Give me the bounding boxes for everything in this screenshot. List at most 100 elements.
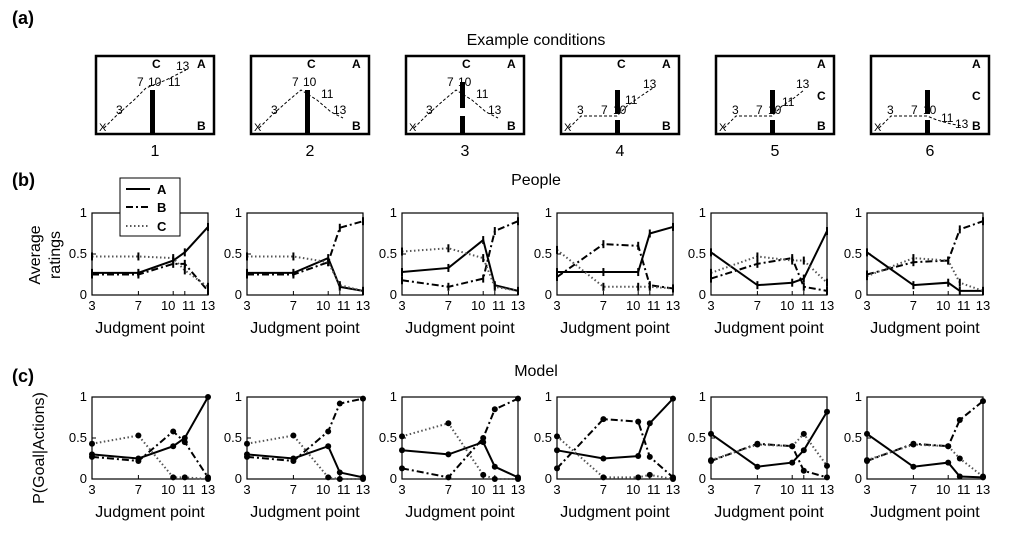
start-mark: X <box>409 122 417 134</box>
wall-segment <box>460 116 465 134</box>
agent-path <box>878 115 964 129</box>
wall-segment <box>305 90 310 134</box>
plot-frame <box>710 212 828 296</box>
x-tick-label: 7 <box>754 298 761 313</box>
goal-a-mark: A <box>817 57 826 71</box>
data-point-b <box>491 406 498 413</box>
plot-frame <box>866 396 984 480</box>
judgment-mark: 7 <box>601 103 608 117</box>
x-tick-label: 7 <box>910 482 917 497</box>
y-tick-label: 0.5 <box>69 246 87 261</box>
x-tick-label: 11 <box>801 482 815 497</box>
agent-path <box>258 89 344 129</box>
series-line-b <box>866 220 984 276</box>
x-tick-label: 13 <box>666 298 680 313</box>
judgment-mark: 10 <box>458 75 472 89</box>
data-point-b <box>515 395 521 402</box>
data-point-c <box>135 432 142 439</box>
judgment-mark: 3 <box>116 103 123 117</box>
chart-people-3: 3 7 10 11 13 0 0.5 1 Judgment point <box>379 205 525 337</box>
data-point-c <box>789 443 796 450</box>
x-tick-label: 10 <box>471 298 485 313</box>
judgment-mark: 11 <box>782 95 795 109</box>
y-tick-label: 0.5 <box>688 430 706 445</box>
x-tick-label: 13 <box>820 482 834 497</box>
y-tick-label: 0.5 <box>534 246 552 261</box>
section-title-conditions: Example conditions <box>467 32 606 49</box>
x-tick-label: 13 <box>820 298 834 313</box>
legend-label-b: B <box>157 200 166 215</box>
data-point-a <box>945 459 952 466</box>
y-tick-label: 1 <box>545 389 552 404</box>
x-axis-label: Judgment point <box>560 504 670 521</box>
goal-a-mark: A <box>197 57 206 71</box>
data-point-c <box>910 441 917 448</box>
chart-people-4: 3 7 10 11 13 0 0.5 1 Judgment point <box>534 205 680 337</box>
chart-people-1: 3 7 10 11 13 0 0.5 1 Judgment point <box>69 205 215 337</box>
series-line-b <box>247 220 364 276</box>
y-tick-label: 1 <box>699 389 706 404</box>
data-point-b <box>646 453 653 460</box>
chart-model-3: 3 7 10 11 13 0 0.5 1 Judgment point <box>379 389 525 521</box>
y-tick-label: 1 <box>235 205 242 220</box>
series-line-b <box>710 256 828 292</box>
series-line-c <box>91 434 209 480</box>
series-line-c <box>866 443 984 478</box>
x-tick-label: 10 <box>161 482 175 497</box>
series-line-b <box>401 220 519 288</box>
series-line-a <box>710 411 828 468</box>
y-tick-label: 1 <box>855 389 862 404</box>
x-tick-label: 13 <box>356 298 370 313</box>
judgment-mark: 11 <box>476 87 489 101</box>
data-point-c <box>170 474 177 481</box>
data-point-b <box>290 457 297 464</box>
wall-segment <box>150 90 155 134</box>
data-point-c <box>290 432 297 439</box>
condition-1: 37 10 11 13 X A B C 1 <box>94 54 216 160</box>
y-tick-label: 1 <box>235 389 242 404</box>
judgment-mark: 11 <box>941 111 954 125</box>
agent-path <box>568 87 654 129</box>
y-tick-label: 0 <box>235 287 242 302</box>
chart-model-6: 3 7 10 11 13 0 0.5 1 Judgment point <box>844 389 990 521</box>
data-point-c <box>205 476 211 482</box>
data-point-b <box>181 439 188 446</box>
goal-b-mark: B <box>352 119 361 133</box>
judgment-mark: 7 <box>911 103 918 117</box>
y-tick-label: 1 <box>699 205 706 220</box>
series-line-c <box>710 432 828 467</box>
data-point-c <box>670 476 676 482</box>
data-point-c <box>824 462 830 469</box>
judgment-mark: 10 <box>148 75 162 89</box>
plot-frame <box>91 396 209 480</box>
start-mark: X <box>254 122 262 134</box>
data-point-a <box>800 447 807 454</box>
data-point-a <box>646 420 653 427</box>
x-tick-label: 3 <box>863 482 870 497</box>
judgment-mark: 13 <box>796 77 810 91</box>
people-ylabel-line2: ratings <box>47 231 64 279</box>
data-point-b <box>445 474 452 481</box>
x-axis-label: Judgment point <box>250 320 360 337</box>
condition-number: 5 <box>771 143 780 160</box>
series-line-c <box>710 255 828 284</box>
x-tick-label: 3 <box>863 298 870 313</box>
data-point-a <box>670 395 676 402</box>
y-tick-label: 0 <box>390 287 397 302</box>
plot-frame <box>556 396 674 480</box>
plot-frame <box>866 212 984 296</box>
x-tick-label: 7 <box>910 298 917 313</box>
data-point-b <box>89 453 95 460</box>
goal-c-mark: C <box>152 57 161 71</box>
judgment-mark: 3 <box>426 103 433 117</box>
agent-path <box>723 89 805 129</box>
data-point-b <box>135 457 142 464</box>
goal-a-mark: A <box>507 57 516 71</box>
x-tick-label: 13 <box>511 482 525 497</box>
series-line-c <box>401 422 518 480</box>
x-tick-label: 7 <box>600 298 607 313</box>
x-tick-label: 11 <box>647 482 661 497</box>
